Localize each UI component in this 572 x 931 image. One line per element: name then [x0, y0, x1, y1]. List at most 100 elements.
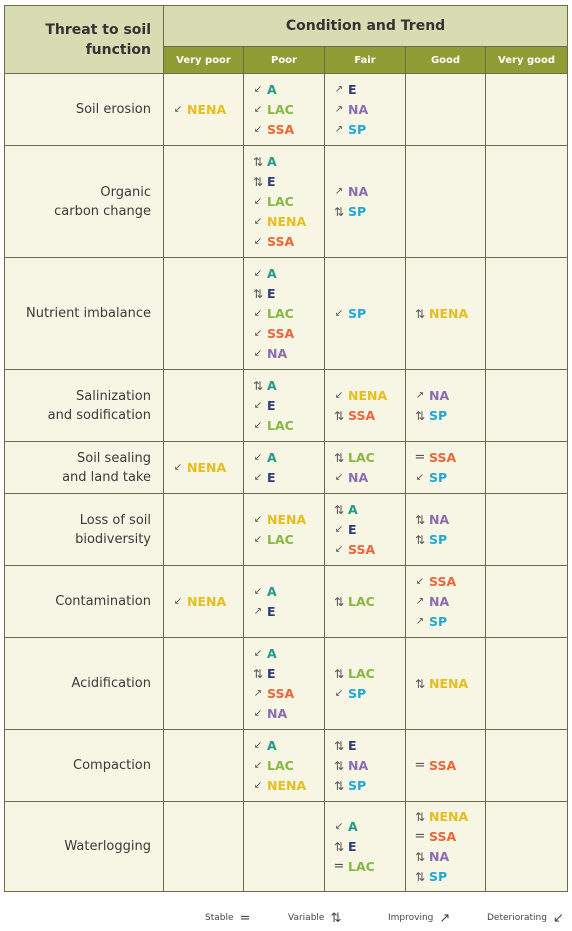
variable-icon: ⇅	[333, 450, 345, 465]
improving-icon: ↗	[334, 124, 344, 135]
region-code: A	[267, 154, 277, 169]
region-entry: = SSA	[414, 756, 485, 776]
region-code: NA	[348, 758, 369, 773]
condition-cell: ↗ NA ⇅ SP	[405, 369, 486, 442]
variable-icon: ⇅	[414, 869, 426, 884]
deteriorating-icon: ↙	[253, 472, 263, 483]
region-code: A	[267, 450, 277, 465]
region-code: NA	[429, 594, 450, 609]
region-entry: ⇅ E	[333, 837, 405, 857]
condition-cell: ⇅ A ↙ E ↙ LAC	[243, 369, 325, 442]
condition-cell	[163, 801, 244, 892]
region-code: NENA	[267, 512, 307, 527]
threat-line: Organic	[100, 184, 151, 200]
region-code: SP	[429, 532, 448, 547]
region-entry: ↙ A	[252, 736, 324, 756]
variable-icon: ⇅	[414, 408, 426, 423]
condition-cell	[484, 565, 569, 638]
variable-icon: ⇅	[333, 408, 345, 423]
region-code: E	[267, 398, 276, 413]
region-code: SP	[348, 306, 367, 321]
condition-cell: ⇅ NENA	[405, 257, 486, 370]
region-code: A	[348, 819, 358, 834]
region-entry: ↙ NA	[252, 344, 324, 364]
region-code: NA	[267, 346, 288, 361]
region-entry: ↙ A	[252, 80, 324, 100]
variable-icon: ⇅	[330, 910, 342, 926]
table-row: Soil sealing and land take ↙ NENA ↙ A ↙ E ⇅ LAC ↙ N…	[4, 441, 569, 494]
region-entry: ↗ SSA	[252, 684, 324, 704]
region-entry: ⇅ A	[333, 500, 405, 520]
region-entry: ↗ NA	[414, 592, 485, 612]
region-code: SSA	[267, 122, 295, 137]
deteriorating-icon: ↙	[334, 390, 344, 401]
header-condition: Condition and Trend	[162, 5, 569, 47]
condition-cell	[163, 729, 244, 802]
region-code: LAC	[348, 859, 375, 874]
threat-name: Nutrient imbalance	[4, 257, 164, 370]
region-code: SP	[348, 778, 367, 793]
condition-cell	[484, 145, 569, 258]
region-code: LAC	[348, 666, 375, 681]
deteriorating-icon: ↙	[334, 544, 344, 555]
deteriorating-icon: ↙	[253, 586, 263, 597]
threat-name: Waterlogging	[4, 801, 164, 892]
threat-line: Soil erosion	[75, 102, 151, 117]
deteriorating-icon: ↙	[253, 268, 263, 279]
deteriorating-icon: ↙	[253, 780, 263, 791]
legend-label: Variable	[288, 913, 325, 923]
region-entry: ↙ NENA	[252, 776, 324, 796]
header-threat-line2: function	[85, 41, 151, 58]
region-code: LAC	[348, 594, 375, 609]
condition-cell	[405, 73, 486, 146]
region-code: SSA	[429, 758, 457, 773]
table-row: Compaction ↙ A ↙ LAC ↙ NENA ⇅ E ⇅ NA ⇅ SP = SSA	[4, 729, 569, 802]
region-entry: ⇅ NENA	[414, 807, 485, 827]
region-entry: ↙ SP	[414, 468, 485, 488]
region-code: NENA	[429, 306, 469, 321]
region-code: E	[348, 839, 357, 854]
region-code: SSA	[348, 408, 376, 423]
deteriorating-icon: ↙	[334, 524, 344, 535]
threat-line: Salinization	[76, 388, 151, 404]
variable-icon: ⇅	[414, 532, 426, 547]
variable-icon: ⇅	[414, 809, 426, 824]
improving-icon: ↗	[415, 596, 425, 607]
condition-cell: ↙ A ⇅ E = LAC	[324, 801, 406, 892]
region-entry: ↙ LAC	[252, 304, 324, 324]
legend-variable: Variable ⇅	[288, 909, 341, 927]
deteriorating-icon: ↙	[253, 760, 263, 771]
threat-name: Organic carbon change	[4, 145, 164, 258]
region-entry: ⇅ E	[252, 284, 324, 304]
deteriorating-icon: ↙	[253, 514, 263, 525]
variable-icon: ⇅	[333, 666, 345, 681]
region-entry: ↙ A	[252, 264, 324, 284]
table-row: Loss of soil biodiversity ↙ NENA ↙ LAC ⇅ A ↙ E ↙ SS…	[4, 493, 569, 566]
condition-cell: ⇅ NENA	[405, 637, 486, 730]
variable-icon: ⇅	[333, 839, 345, 854]
region-entry: ↙ NENA	[172, 100, 243, 120]
threat-line: and land take	[62, 469, 151, 485]
region-code: A	[267, 266, 277, 281]
region-code: A	[267, 738, 277, 753]
level-very-poor: Very poor	[163, 46, 244, 74]
condition-cell: ↙ NENA	[163, 441, 244, 494]
variable-icon: ⇅	[252, 174, 264, 189]
condition-cell: ↙ A ↗ E	[243, 565, 325, 638]
condition-cell	[163, 257, 244, 370]
region-entry: ↗ NA	[333, 100, 405, 120]
region-code: NENA	[187, 102, 227, 117]
region-entry: ↙ LAC	[252, 192, 324, 212]
threat-name: Acidification	[4, 637, 164, 730]
region-code: NA	[348, 102, 369, 117]
stable-icon: =	[333, 859, 345, 874]
threat-line: carbon change	[54, 203, 151, 219]
region-entry: ↙ A	[252, 582, 324, 602]
condition-cell	[163, 637, 244, 730]
condition-cell	[243, 801, 325, 892]
region-code: LAC	[348, 450, 375, 465]
variable-icon: ⇅	[252, 378, 264, 393]
deteriorating-icon: ↙	[334, 472, 344, 483]
condition-cell: ↙ NENA ↙ LAC	[243, 493, 325, 566]
region-entry: ⇅ SSA	[333, 406, 405, 426]
